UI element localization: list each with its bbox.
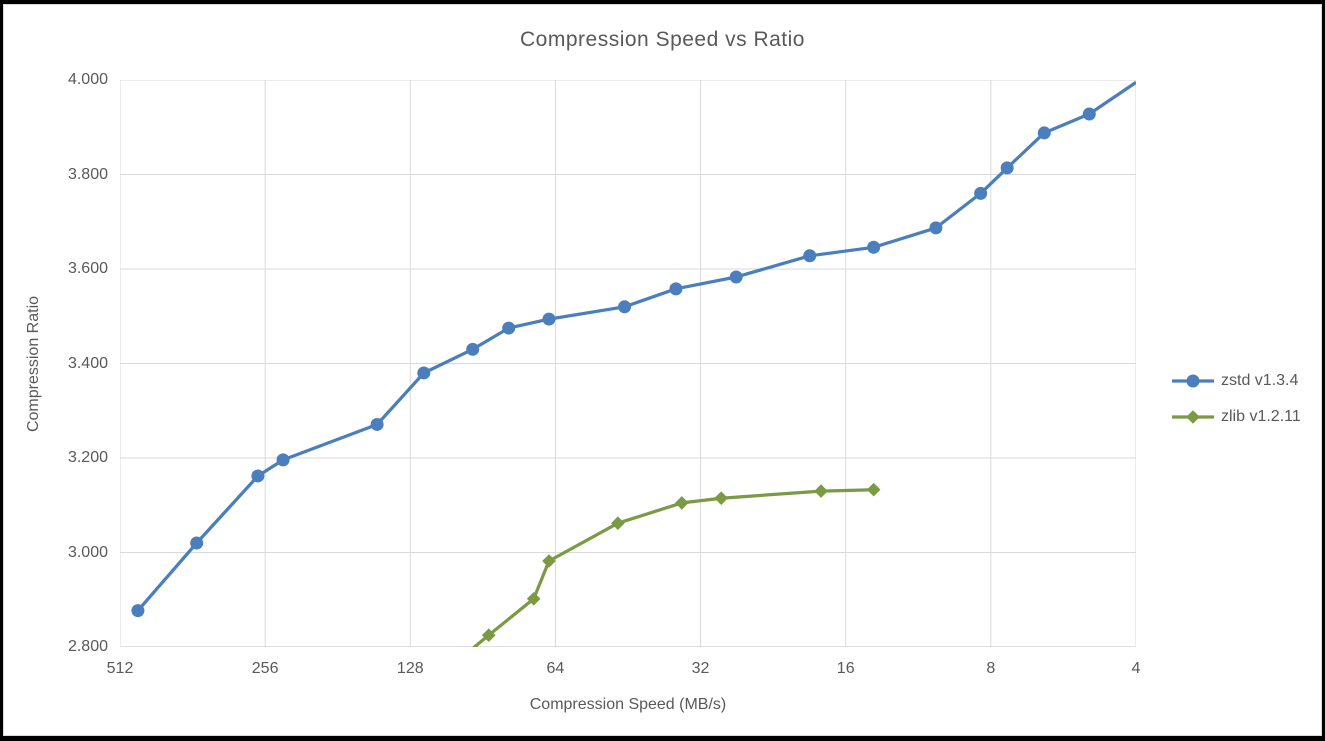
data-point-marker	[866, 482, 881, 497]
legend: zstd v1.3.4 zlib v1.2.11	[1171, 369, 1301, 441]
x-tick-label: 256	[251, 660, 279, 677]
data-point-marker	[417, 366, 431, 380]
data-point-marker	[251, 469, 265, 483]
data-point-marker	[1082, 107, 1096, 121]
data-point-marker	[1000, 161, 1014, 175]
y-tick-label: 3.800	[67, 165, 108, 183]
data-point-marker	[669, 282, 683, 296]
data-point-marker	[729, 270, 743, 284]
data-point-marker	[814, 484, 828, 498]
legend-item-zstd: zstd v1.3.4	[1171, 369, 1301, 393]
x-tick-label: 512	[106, 660, 134, 677]
x-tick-label: 4	[1131, 660, 1141, 677]
x-axis-title: Compression Speed (MB/s)	[529, 696, 727, 713]
legend-diamond-marker-icon	[1172, 410, 1214, 424]
data-point-marker	[131, 604, 145, 618]
y-tick-label: 3.600	[67, 260, 108, 277]
data-point-marker	[974, 186, 988, 200]
x-tick-label: 16	[836, 660, 855, 677]
data-point-marker	[466, 342, 480, 356]
data-point-marker	[481, 628, 496, 642]
data-point-marker	[190, 536, 204, 550]
y-tick-label: 4.000	[67, 71, 108, 88]
data-point-marker	[1037, 126, 1051, 140]
data-point-marker	[929, 221, 943, 235]
data-point-marker	[276, 453, 290, 467]
y-tick-label: 3.000	[67, 543, 108, 561]
plot-area	[120, 80, 1136, 647]
chart-title: Compression Speed vs Ratio	[520, 28, 805, 51]
data-point-marker	[803, 249, 817, 263]
data-point-marker	[618, 300, 632, 314]
data-point-marker	[542, 554, 556, 568]
x-tick-label: 8	[986, 660, 996, 677]
legend-item-zlib: zlib v1.2.11	[1171, 405, 1301, 429]
x-tick-label: 64	[546, 660, 565, 677]
y-tick-label: 2.800	[67, 638, 108, 655]
legend-label: zstd v1.3.4	[1221, 372, 1299, 389]
y-axis-title: Compression Ratio	[25, 295, 42, 432]
data-point-marker	[370, 417, 384, 431]
legend-circle-marker-icon	[1172, 374, 1214, 388]
y-axis-title-box: Compression Ratio	[23, 80, 45, 647]
series-line-zstd	[136, 81, 1136, 612]
data-point-marker	[611, 516, 625, 531]
x-tick-label: 32	[691, 660, 710, 677]
data-point-marker	[526, 592, 541, 606]
data-point-marker	[542, 312, 556, 326]
data-point-marker	[502, 321, 516, 335]
x-tick-label: 128	[396, 660, 424, 677]
y-tick-label: 3.400	[67, 354, 108, 372]
y-tick-label: 3.200	[67, 449, 108, 466]
chart-canvas: Compression Speed vs Ratio Compression R…	[3, 4, 1322, 736]
data-point-marker	[867, 240, 881, 254]
data-point-marker	[714, 491, 728, 505]
series-line-zlib	[471, 488, 874, 647]
data-point-marker	[675, 496, 689, 510]
legend-label: zlib v1.2.11	[1221, 408, 1301, 425]
